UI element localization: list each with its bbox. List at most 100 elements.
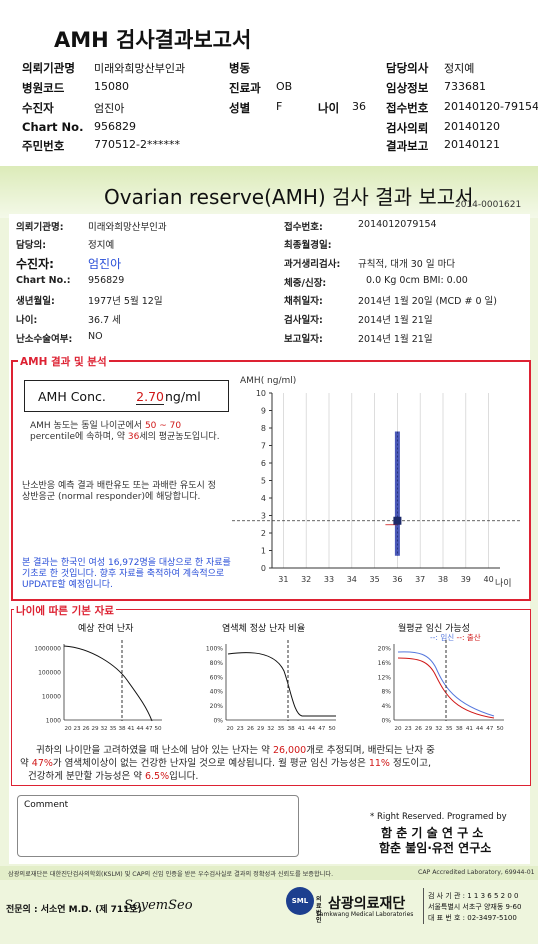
small-xtick-label: 50: [496, 726, 504, 732]
mean-age: 36: [127, 432, 140, 442]
small-xtick-label: 29: [425, 726, 433, 732]
preg-chart: 20% 16% 12% 8% 4% 0%20 23 26 29 32 35 38 41 44 47 50: [378, 640, 504, 732]
footer-org-en: Samkwang Medical Laboratories: [316, 911, 414, 918]
r-test-value: 2014년 1월 21일: [358, 315, 433, 326]
ward-label: 병동: [229, 61, 251, 75]
amh-xtick-label: 38: [438, 575, 448, 584]
age-section-rule: [11, 609, 531, 610]
amh-section: [11, 360, 531, 601]
small-xtick-label: 23: [237, 726, 245, 732]
eggs-chart-title: 예상 잔여 난자: [78, 624, 134, 634]
small-xtick-label: 38: [288, 726, 296, 732]
r-chart-value: 956829: [88, 275, 125, 286]
percentile-text-2: percentile에 속하며, 약: [30, 432, 125, 442]
small-ytick-label: 100000: [38, 670, 61, 677]
amh-chart-yticks: 0 1 2 3 4 5 6 7 8 9 10: [256, 389, 272, 573]
summary-5: 정도이고,: [393, 758, 431, 769]
hosp-code-label: 병원코드: [22, 81, 65, 95]
small-xtick-label: 20: [394, 726, 402, 732]
small-xtick-label: 47: [318, 726, 326, 732]
normal-chart-title: 염색체 정상 난자 비율: [222, 624, 306, 634]
small-xtick-label: 29: [91, 726, 99, 732]
rrn-label: 주민번호: [22, 139, 65, 153]
age-label: 나이: [318, 101, 340, 115]
amh-responder-text: 난소반응 예측 결과 배란유도 또는 과배란 유도시 정상반응군 (normal…: [22, 481, 216, 502]
amh-ytick-label: 4: [261, 494, 266, 503]
small-xtick-label: 35: [445, 726, 453, 732]
amh-xtick-label: 32: [301, 575, 311, 584]
small-ytick-label: 20%: [210, 703, 224, 710]
r-birth-value: 1977년 5월 12일: [88, 296, 163, 307]
preg-chart-legend: --: 임신 --: 출산: [430, 632, 481, 643]
r-birth-label: 생년월일:: [16, 296, 55, 307]
patient-value: 엄진아: [94, 102, 125, 115]
amh-chart-xlabel: 나이: [495, 578, 512, 589]
small-ytick-label: 16%: [378, 660, 392, 667]
r-doctor-label: 담당의:: [16, 240, 47, 251]
small-xtick-label: 26: [247, 726, 255, 732]
amh-ytick-label: 10: [256, 389, 266, 398]
legend-birth: --: 출산: [456, 633, 481, 642]
legend-preg: --: 임신: [430, 633, 455, 642]
eggs-curve: [63, 645, 153, 722]
footer-org-name: 삼광의료재단: [328, 896, 406, 912]
small-xtick-label: 35: [277, 726, 285, 732]
amh-xtick-label: 40: [484, 575, 494, 584]
comment-box: Comment: [17, 795, 299, 857]
chart-no-label: Chart No.: [22, 120, 84, 134]
r-test-label: 검사일자:: [284, 315, 323, 326]
amh-plot-area: [272, 393, 500, 568]
amh-ytick-label: 9: [261, 407, 266, 416]
amh-note-text: 본 결과는 한국인 여성 16,972명을 대상으로 한 자료를 기초로 한 것…: [22, 558, 231, 590]
summary-4: 가 염색체이상이 없는 건강한 난자일 것으로 예상됩니다. 월 평균 임신 가…: [52, 758, 366, 769]
percentile-text-3: 세의 평균농도입니다.: [139, 432, 220, 442]
r-hosp-label: 의뢰기관명:: [16, 222, 64, 233]
amh-ytick-label: 8: [261, 424, 266, 433]
small-ytick-label: 12%: [378, 674, 392, 681]
footer-band: [0, 866, 538, 880]
amh-ytick-label: 2: [261, 529, 266, 538]
small-xtick-label: 41: [127, 726, 135, 732]
small-xtick-label: 26: [415, 726, 423, 732]
small-xtick-label: 47: [486, 726, 494, 732]
r-collect-label: 채취일자:: [284, 296, 323, 307]
footer-cap: CAP Accredited Laboratory, 69944-01: [418, 869, 535, 876]
summary-7: 입니다.: [169, 771, 199, 782]
small-xtick-label: 32: [100, 726, 107, 732]
r-lmp-label: 최종월경일:: [284, 240, 332, 251]
dept-value: OB: [276, 80, 293, 93]
amh-ytick-label: 7: [261, 442, 266, 451]
r-cycle-label: 과거생리검사:: [284, 259, 341, 270]
amh-xtick-label: 33: [324, 575, 334, 584]
percentile-range: 50 ~ 70: [144, 421, 182, 431]
small-xtick-label: 32: [435, 726, 442, 732]
small-ytick-label: 60%: [210, 674, 224, 681]
amh-conc-unit: ng/ml: [165, 389, 201, 404]
normal-chart-axes: 100% 80% 60% 40% 20% 0%20 23 26 29 32 35 38 41 44 47 50: [206, 644, 336, 732]
comment-label: Comment: [24, 800, 69, 810]
small-xtick-label: 35: [109, 726, 117, 732]
normal-curve: [227, 652, 336, 717]
small-xtick-label: 44: [308, 726, 316, 732]
amh-xtick-label: 35: [370, 575, 380, 584]
report-doc-id: 2014-0001621: [455, 200, 522, 210]
summary-eggs: 26,000: [272, 745, 307, 756]
small-ytick-label: 0%: [381, 718, 391, 725]
sml-logo-icon: SML: [286, 887, 314, 915]
small-xtick-label: 44: [476, 726, 484, 732]
small-ytick-label: 8%: [381, 689, 391, 696]
small-xtick-label: 20: [226, 726, 234, 732]
footer-note: 삼광의료재단은 대한진단검사의학회(KSLM) 및 CAP의 신임 인증을 받은…: [8, 871, 334, 878]
small-ytick-label: 4%: [381, 703, 391, 710]
small-xtick-label: 41: [298, 726, 306, 732]
percentile-text-1: AMH 농도는 동일 나이군에서: [30, 421, 143, 431]
small-xtick-label: 47: [145, 726, 153, 732]
doctor-label: 담당의사: [386, 61, 429, 75]
amh-ytick-label: 5: [261, 477, 266, 486]
small-ytick-label: 0%: [213, 718, 223, 725]
report-title: Ovarian reserve(AMH) 검사 결과 보고서: [104, 185, 474, 209]
age-summary: 귀하의 나이만을 고려하였을 때 난소에 남아 있는 난자는 약 26,000개…: [20, 744, 530, 783]
amh-ytick-label: 0: [261, 564, 266, 573]
